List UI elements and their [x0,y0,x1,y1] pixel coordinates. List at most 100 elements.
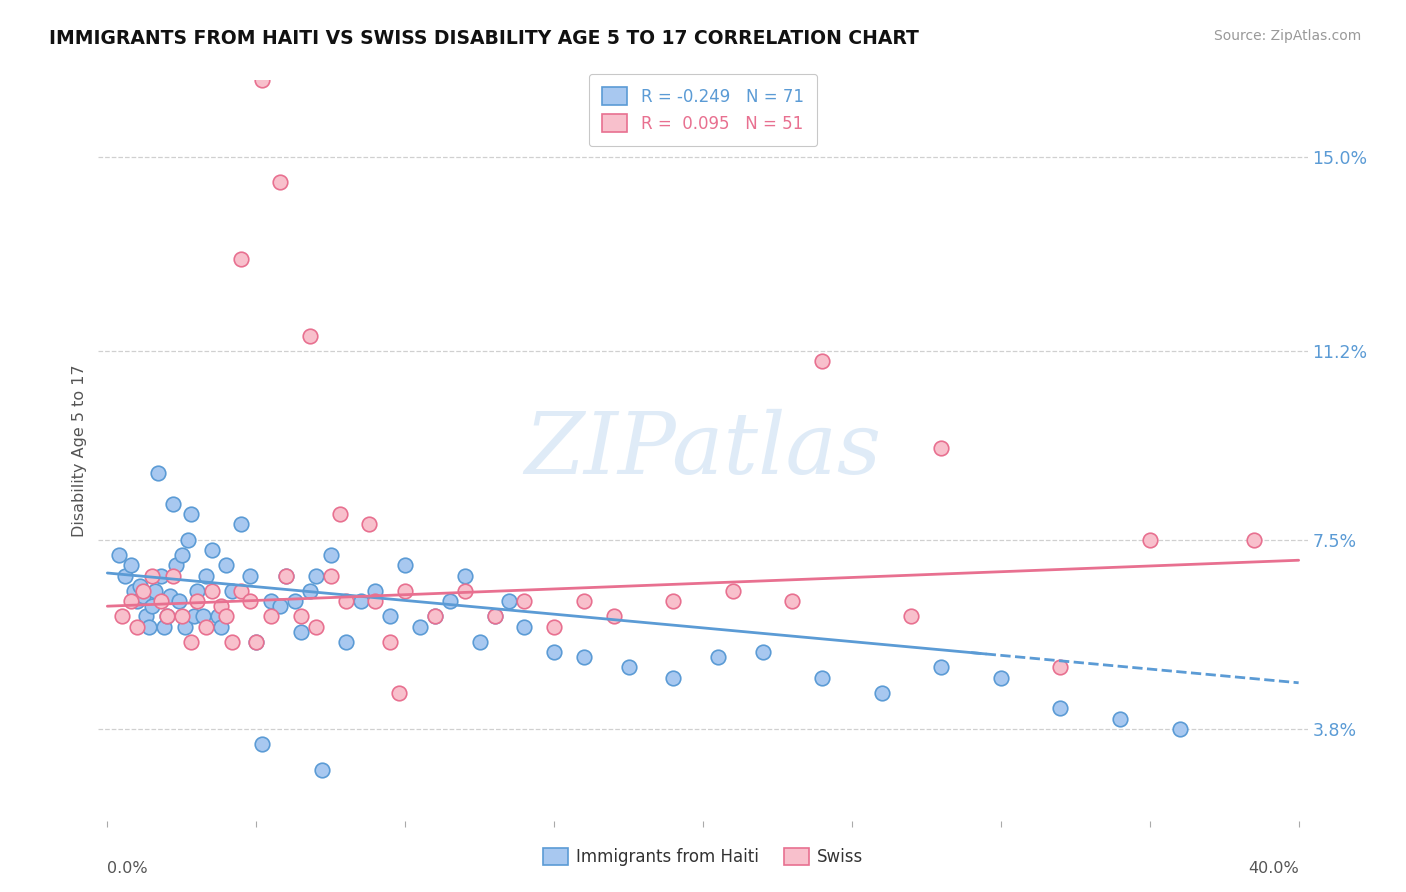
Point [215,609,238,624]
Point [143,583,166,598]
Point [572,650,595,665]
Point [129,579,152,593]
Point [1243,533,1265,547]
Point [122,583,145,598]
Point [127,619,149,633]
Point [388,686,411,700]
Point [186,594,208,608]
Point [252,737,274,751]
Point [221,635,243,649]
Point [782,594,804,608]
Point [132,583,155,598]
Point [290,609,312,624]
Point [298,583,321,598]
Point [162,497,184,511]
Point [127,594,149,608]
Text: ZIPatlas: ZIPatlas [524,409,882,491]
Point [423,609,446,624]
Point [221,583,243,598]
Point [260,609,283,624]
Text: 0.0%: 0.0% [107,862,148,877]
Point [359,517,381,532]
Point [811,354,834,368]
Point [484,609,506,624]
Point [146,467,169,481]
Point [662,594,685,608]
Point [572,594,595,608]
Point [990,671,1012,685]
Point [180,508,202,522]
Point [207,609,229,624]
Point [156,609,179,624]
Point [200,583,222,598]
Point [186,583,208,598]
Point [484,609,506,624]
Point [617,660,640,674]
Point [153,619,176,633]
Point [543,619,565,633]
Point [138,619,160,633]
Point [149,594,172,608]
Point [1139,533,1161,547]
Point [439,594,461,608]
Point [409,619,432,633]
Point [245,635,267,649]
Point [183,609,205,624]
Point [215,558,238,573]
Point [662,671,685,685]
Point [252,73,274,87]
Point [305,619,328,633]
Text: IMMIGRANTS FROM HAITI VS SWISS DISABILITY AGE 5 TO 17 CORRELATION CHART: IMMIGRANTS FROM HAITI VS SWISS DISABILIT… [49,29,920,48]
Point [170,548,193,562]
Point [311,763,333,777]
Point [364,594,387,608]
Text: 40.0%: 40.0% [1249,862,1299,877]
Point [468,635,491,649]
Point [298,328,321,343]
Point [364,583,387,598]
Point [454,568,477,582]
Point [209,619,232,633]
Point [543,645,565,659]
Point [120,558,142,573]
Point [394,558,416,573]
Point [180,635,202,649]
Point [1109,712,1132,726]
Legend: Immigrants from Haiti, Swiss: Immigrants from Haiti, Swiss [536,841,870,873]
Point [929,660,952,674]
Point [159,589,181,603]
Point [1049,660,1071,674]
Point [239,568,262,582]
Point [167,594,190,608]
Point [209,599,232,614]
Point [191,609,214,624]
Point [156,609,179,624]
Point [141,568,163,582]
Point [177,533,200,547]
Point [335,635,357,649]
Point [1168,722,1191,736]
Point [319,568,342,582]
Point [751,645,773,659]
Point [269,599,291,614]
Point [239,594,262,608]
Point [149,568,172,582]
Point [284,594,307,608]
Point [329,508,352,522]
Point [870,686,893,700]
Point [165,558,187,573]
Point [707,650,730,665]
Point [380,635,402,649]
Point [513,594,536,608]
Point [305,568,328,582]
Point [349,594,371,608]
Point [274,568,297,582]
Point [173,619,195,633]
Point [380,609,402,624]
Y-axis label: Disability Age 5 to 17: Disability Age 5 to 17 [72,364,87,537]
Legend: R = -0.249   N = 71, R =  0.095   N = 51: R = -0.249 N = 71, R = 0.095 N = 51 [589,74,817,146]
Point [721,583,744,598]
Point [162,568,184,582]
Point [132,589,155,603]
Point [423,609,446,624]
